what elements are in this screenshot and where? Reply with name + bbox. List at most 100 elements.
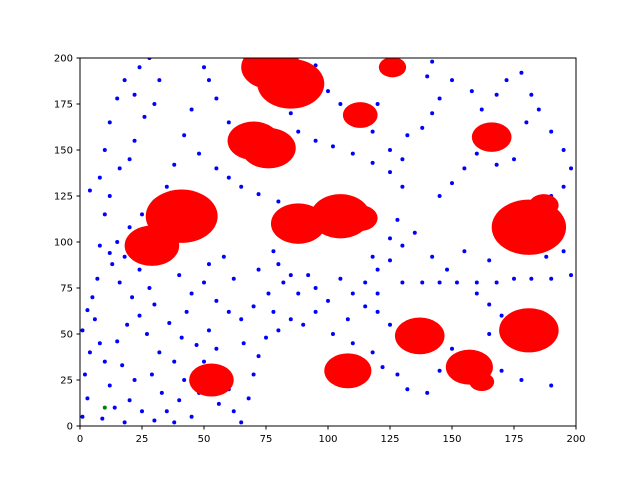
node-point (437, 368, 442, 373)
node-point (214, 298, 219, 303)
node-point (152, 418, 157, 423)
node-point (246, 396, 251, 401)
x-tick-label: 200 (566, 434, 585, 445)
node-point (206, 328, 211, 333)
node-point (164, 409, 169, 414)
node-point (152, 102, 157, 106)
node-point (549, 276, 554, 281)
y-tick-label: 200 (54, 54, 73, 65)
node-point (100, 416, 105, 421)
node-point (127, 157, 132, 162)
node-point (549, 129, 554, 134)
node-point (125, 322, 130, 327)
node-point (388, 148, 392, 152)
node-point (122, 254, 127, 259)
node-point (137, 267, 142, 272)
x-tick-label: 150 (442, 434, 461, 445)
node-point (97, 341, 102, 346)
node-point (92, 317, 97, 322)
obstacle (471, 122, 512, 152)
node-point (487, 332, 492, 336)
obstacle (324, 353, 372, 389)
obstacle (342, 102, 378, 128)
obstacle (469, 372, 495, 392)
node-point (487, 258, 492, 263)
node-point (288, 273, 293, 278)
node-point (306, 273, 311, 278)
obstacle (189, 363, 234, 397)
node-point (202, 359, 206, 364)
node-point (107, 383, 112, 388)
x-tick-label: 125 (380, 434, 399, 445)
node-point (462, 166, 467, 171)
node-point (137, 65, 142, 70)
node-point (80, 414, 85, 419)
node-point (370, 350, 375, 355)
node-point (140, 212, 144, 217)
node-point (375, 291, 380, 296)
node-point (395, 217, 400, 222)
node-point (137, 313, 142, 318)
obstacle (241, 58, 301, 90)
node-point (266, 291, 271, 296)
node-point (494, 92, 499, 97)
obstacle (124, 225, 180, 266)
node-point (251, 304, 256, 309)
node-point (102, 359, 107, 364)
node-point (529, 92, 534, 97)
x-tick-label: 75 (260, 434, 273, 445)
node-point (388, 170, 392, 175)
node-point (345, 317, 350, 322)
node-point (412, 230, 417, 235)
node-point (194, 343, 199, 348)
y-tick-label: 125 (54, 192, 73, 203)
node-point (430, 111, 435, 116)
node-point (420, 125, 425, 130)
y-tick-label: 25 (60, 376, 73, 387)
node-point (276, 328, 281, 333)
node-point (296, 291, 301, 296)
node-point (122, 78, 127, 83)
node-point (241, 341, 246, 346)
node-point (479, 107, 484, 112)
node-point (132, 378, 137, 382)
node-point (469, 89, 474, 94)
obstacle (499, 308, 559, 353)
node-point (97, 243, 102, 248)
node-point (450, 346, 454, 351)
node-point (214, 346, 219, 351)
node-point (338, 102, 343, 106)
node-point (214, 96, 219, 101)
node-point (363, 304, 368, 309)
node-point (375, 267, 380, 272)
node-point (85, 396, 90, 401)
node-point (450, 78, 454, 83)
node-point (216, 401, 221, 406)
node-point (437, 280, 442, 285)
node-point (102, 212, 107, 217)
y-tick-label: 0 (67, 422, 73, 433)
node-point (214, 166, 219, 171)
x-tick-label: 50 (198, 434, 211, 445)
node-point (189, 107, 194, 112)
node-point (202, 280, 206, 285)
node-point (102, 148, 107, 152)
y-tick-label: 150 (54, 146, 73, 157)
node-point (561, 184, 566, 189)
node-point (454, 280, 459, 285)
node-point (296, 129, 301, 134)
node-point (172, 162, 177, 167)
y-tick-label: 75 (60, 284, 73, 295)
node-point (147, 286, 152, 290)
node-point (400, 157, 405, 162)
node-point (276, 199, 281, 204)
node-point (271, 309, 276, 314)
plot-area (80, 58, 574, 425)
node-point (226, 175, 231, 180)
node-point (400, 280, 405, 285)
node-point (157, 350, 162, 355)
node-point (326, 298, 330, 303)
node-point (494, 162, 499, 167)
node-point (149, 372, 154, 377)
node-point (167, 320, 172, 325)
